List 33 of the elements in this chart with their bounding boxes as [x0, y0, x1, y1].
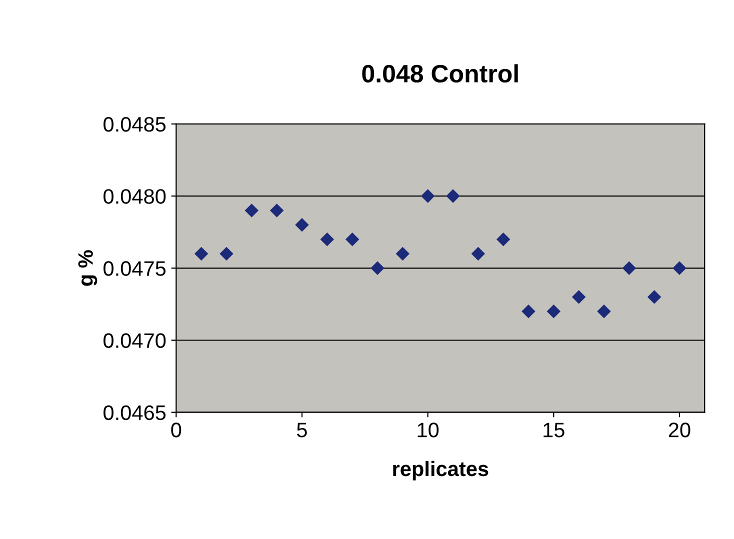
point [396, 247, 410, 260]
point [245, 204, 258, 218]
point [522, 304, 536, 318]
y-tick-label: 0.0465 [104, 405, 166, 420]
point [194, 247, 208, 260]
point [370, 262, 384, 275]
y-tick-label: 0.0480 [104, 189, 166, 204]
point [496, 232, 510, 246]
point [270, 204, 284, 218]
point [320, 232, 334, 246]
point [446, 189, 460, 203]
y-axis-title: g % [78, 250, 98, 286]
point [220, 247, 234, 260]
point [295, 218, 309, 232]
x-tick-label: 5 [297, 422, 307, 438]
point [421, 189, 434, 203]
point [672, 262, 686, 275]
x-tick-label: 15 [544, 422, 564, 438]
point [472, 247, 485, 260]
chart-title: 0.048 Control [362, 64, 518, 83]
x-tick-label: 10 [418, 422, 439, 438]
point [597, 304, 611, 318]
point [572, 290, 586, 304]
y-tick-label: 0.0475 [104, 261, 166, 276]
point [547, 304, 560, 318]
x-tick-label: 0 [171, 422, 182, 438]
x-axis-title: replicates [393, 460, 488, 480]
point [648, 290, 661, 304]
point [622, 262, 636, 275]
y-tick-label: 0.0470 [104, 333, 166, 348]
y-tick-label: 0.0485 [104, 116, 166, 132]
point [346, 232, 359, 246]
x-tick-label: 20 [668, 422, 690, 438]
